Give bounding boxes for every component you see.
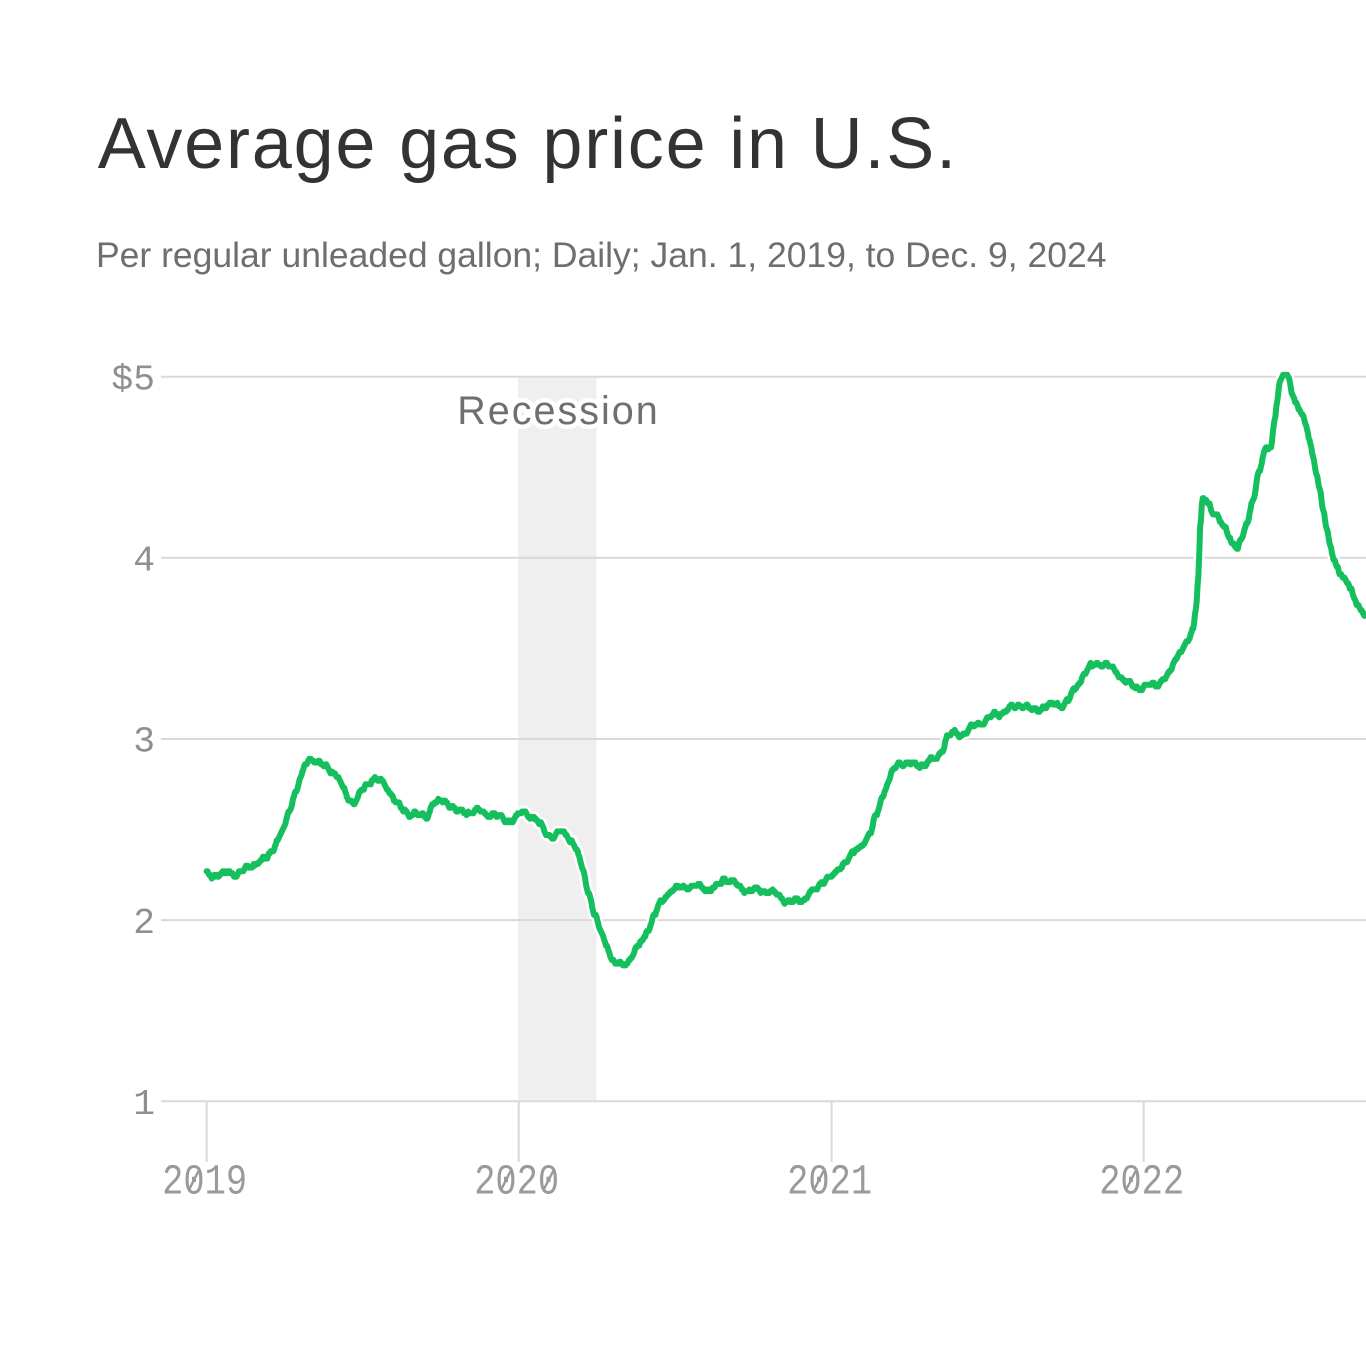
svg-text:2019: 2019: [162, 1159, 247, 1207]
svg-text:4: 4: [133, 540, 155, 581]
svg-text:2021: 2021: [787, 1159, 872, 1207]
svg-text:Per regular unleaded gallon; D: Per regular unleaded gallon; Daily; Jan.…: [96, 235, 1106, 275]
svg-text:2: 2: [133, 903, 155, 944]
svg-text:$5: $5: [111, 359, 155, 400]
svg-text:2022: 2022: [1099, 1159, 1184, 1207]
svg-text:1: 1: [133, 1084, 155, 1125]
svg-text:Recession: Recession: [457, 389, 659, 433]
svg-text:3: 3: [133, 722, 155, 763]
svg-text:Average gas price in U.S.: Average gas price in U.S.: [98, 104, 958, 184]
svg-text:2020: 2020: [474, 1159, 559, 1207]
